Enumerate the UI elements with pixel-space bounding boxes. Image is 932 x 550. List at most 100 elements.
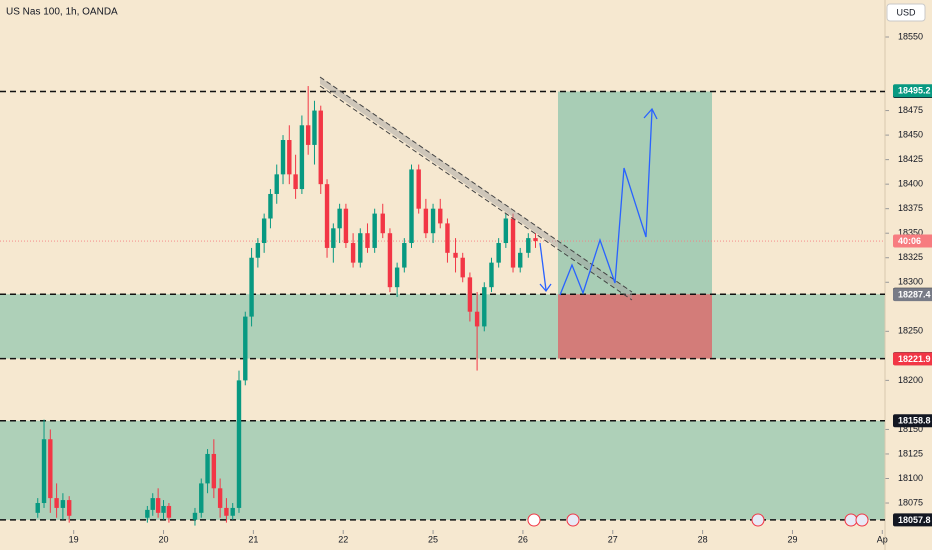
candle-body: [236, 380, 242, 508]
candle-body: [324, 184, 330, 248]
candle-body: [199, 483, 204, 513]
candles: [35, 86, 538, 526]
candle-body: [474, 311, 480, 327]
candle-body: [496, 243, 501, 263]
candle-body: [518, 252, 523, 268]
support-zone: [0, 420, 885, 520]
event-icon: [527, 513, 541, 527]
candle-body: [280, 140, 286, 175]
y-tick-label: 18250: [898, 326, 923, 336]
candle-body: [380, 213, 385, 234]
x-tick-label: 25: [428, 534, 438, 544]
candle-body: [387, 233, 393, 288]
y-tick-label: 18350: [898, 228, 923, 238]
stop-box: [558, 294, 712, 359]
price-tag-label: 18287.4: [898, 290, 931, 300]
candle-body: [305, 125, 311, 145]
candle-body: [217, 488, 223, 508]
trend-channel: [320, 77, 632, 299]
y-tick-label: 18125: [898, 448, 923, 458]
y-tick-label: 18450: [898, 129, 923, 139]
candle-body: [268, 193, 273, 219]
y-tick-label: 18325: [898, 252, 923, 262]
event-icon: [751, 513, 765, 527]
x-tick-label: 22: [338, 534, 348, 544]
y-tick-label: 18100: [898, 473, 923, 483]
candle-body: [482, 287, 487, 327]
y-tick-label: 18425: [898, 154, 923, 164]
x-tick-label: 28: [698, 534, 708, 544]
candle-body: [337, 208, 342, 229]
candle-body: [526, 238, 531, 253]
candle-body: [394, 267, 400, 288]
candle-body: [287, 140, 292, 175]
candle-body: [274, 174, 279, 194]
candle-body: [211, 453, 217, 489]
y-tick-label: 18475: [898, 105, 923, 115]
candle-body: [66, 500, 72, 516]
y-tick-label: 18075: [898, 497, 923, 507]
candle-body: [445, 223, 450, 253]
candle-body: [261, 218, 267, 244]
price-tag: [893, 234, 932, 248]
candle-body: [343, 208, 349, 244]
y-tick-label: 18400: [898, 179, 923, 189]
candle-body: [224, 507, 229, 516]
candle-body: [293, 174, 298, 190]
price-tag: [893, 414, 932, 428]
event-icon: [855, 513, 869, 527]
candle-body: [402, 243, 407, 268]
candle-body: [423, 208, 429, 234]
price-tag: [893, 288, 932, 302]
price-tag-label: 18057.8: [898, 515, 931, 525]
candle-body: [35, 503, 40, 513]
candle-body: [255, 243, 261, 258]
x-tick-label: 21: [248, 534, 258, 544]
target-box: [558, 91, 712, 295]
candle-body: [54, 498, 59, 508]
currency-box: [886, 3, 926, 22]
candle-body: [510, 218, 516, 268]
arrow-head: [643, 107, 658, 120]
event-icons: [527, 513, 869, 527]
candle-body: [365, 233, 370, 248]
y-tick-label: 18375: [898, 203, 923, 213]
x-tick-label: 27: [608, 534, 618, 544]
candle-body: [372, 213, 377, 248]
candle-body: [150, 498, 155, 510]
price-tag: [893, 84, 932, 98]
arrow-head: [539, 283, 552, 293]
candle-body: [430, 208, 436, 234]
drawings: [319, 76, 658, 301]
price-tag: [893, 513, 932, 527]
candle-body: [533, 238, 538, 242]
projection-path: [559, 109, 653, 296]
support-zone: [0, 294, 885, 359]
y-tick-label: 18550: [898, 31, 923, 41]
levels: [0, 90, 885, 521]
y-tick-label: 18150: [898, 424, 923, 434]
candle-body: [416, 169, 421, 209]
y-tick-label: 18300: [898, 277, 923, 287]
event-icon: [566, 513, 580, 527]
candle-body: [409, 169, 414, 244]
candle-body: [467, 277, 473, 312]
candle-body: [489, 262, 494, 288]
y-tick-label: 18200: [898, 375, 923, 385]
candle-body: [205, 453, 210, 484]
candle-body: [155, 498, 161, 513]
x-tick-label: Ap: [877, 534, 888, 544]
x-tick-label: 26: [518, 534, 528, 544]
x-tick-label: 29: [787, 534, 797, 544]
projection-arrow: [539, 242, 547, 291]
candle-body: [243, 316, 248, 381]
candle-body: [41, 439, 47, 504]
price-tag-label: 40:06: [898, 236, 921, 246]
candle-body: [166, 505, 172, 518]
trend-line: [319, 85, 633, 301]
candle-body: [60, 500, 66, 508]
candle-body: [249, 257, 254, 317]
candle-body: [453, 252, 458, 258]
event-icon: [844, 513, 858, 527]
